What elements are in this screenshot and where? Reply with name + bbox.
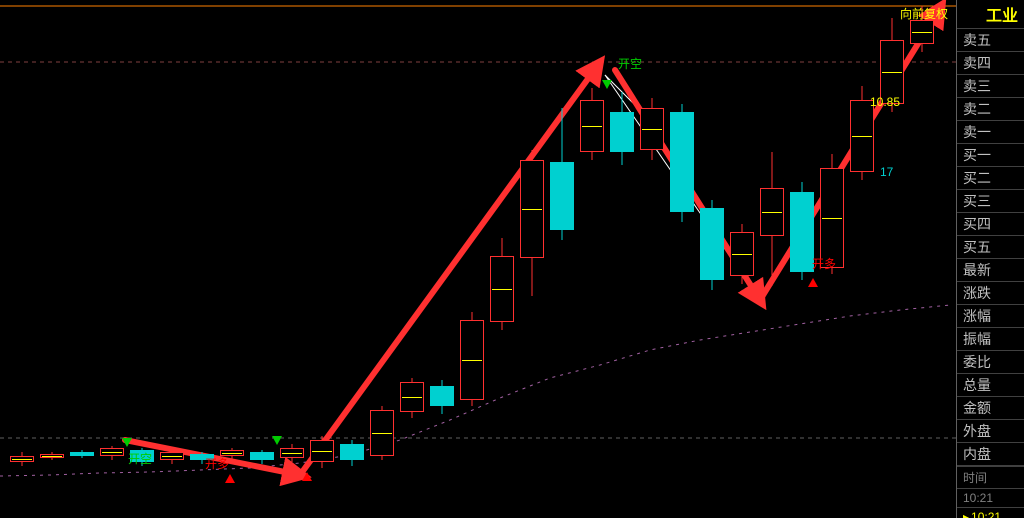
candle[interactable] xyxy=(700,0,724,518)
long-signal-icon xyxy=(808,278,818,287)
candle[interactable] xyxy=(850,0,874,518)
orderbook-row[interactable]: 振幅 xyxy=(957,328,1024,351)
long-signal-icon xyxy=(225,474,235,483)
orderbook-row[interactable]: 卖一 xyxy=(957,121,1024,144)
candle[interactable] xyxy=(670,0,694,518)
orderbook-row[interactable]: 内盘 xyxy=(957,443,1024,466)
time-value-1: 10:21 xyxy=(957,488,1024,507)
candle[interactable] xyxy=(400,0,424,518)
candle[interactable] xyxy=(310,0,334,518)
signal-label: 开多 xyxy=(812,255,836,272)
count-label: 17 xyxy=(880,165,893,179)
short-signal-icon xyxy=(602,80,612,89)
orderbook-row[interactable]: 涨跌 xyxy=(957,282,1024,305)
long-signal-icon xyxy=(302,472,312,481)
candle[interactable] xyxy=(730,0,754,518)
orderbook-row[interactable]: 卖四 xyxy=(957,52,1024,75)
candle[interactable] xyxy=(160,0,184,518)
signal-label: 开空 xyxy=(618,55,642,72)
candle[interactable] xyxy=(460,0,484,518)
candle[interactable] xyxy=(70,0,94,518)
candle[interactable] xyxy=(130,0,154,518)
candle[interactable] xyxy=(250,0,274,518)
time-value-2: 10:21 xyxy=(957,507,1024,518)
signal-label: 开多 xyxy=(205,455,229,472)
candle[interactable] xyxy=(340,0,364,518)
candle[interactable] xyxy=(880,0,904,518)
candle[interactable] xyxy=(610,0,634,518)
candle[interactable] xyxy=(490,0,514,518)
orderbook-row[interactable]: 买一 xyxy=(957,144,1024,167)
price-label: 10.85 xyxy=(870,95,900,109)
candle[interactable] xyxy=(580,0,604,518)
orderbook-row[interactable]: 买四 xyxy=(957,213,1024,236)
orderbook-row[interactable]: 委比 xyxy=(957,351,1024,374)
candle[interactable] xyxy=(40,0,64,518)
signal-label: 开空 xyxy=(128,450,152,467)
candle[interactable] xyxy=(280,0,304,518)
orderbook-row[interactable]: 买三 xyxy=(957,190,1024,213)
time-label: 时间 xyxy=(957,466,1024,488)
orderbook-row[interactable]: 金额 xyxy=(957,397,1024,420)
orderbook-row[interactable]: 卖三 xyxy=(957,75,1024,98)
orderbook-row[interactable]: 涨幅 xyxy=(957,305,1024,328)
candle[interactable] xyxy=(100,0,124,518)
orderbook-row[interactable]: 总量 xyxy=(957,374,1024,397)
short-signal-icon xyxy=(122,438,132,447)
orderbook-row[interactable]: 买二 xyxy=(957,167,1024,190)
orderbook-row[interactable]: 卖二 xyxy=(957,98,1024,121)
candle[interactable] xyxy=(220,0,244,518)
short-signal-icon xyxy=(272,436,282,445)
order-book-sidebar: 工业 卖五卖四卖三卖二卖一买一买二买三买四买五最新涨跌涨幅振幅委比总量金额外盘内… xyxy=(956,0,1024,518)
candlestick-chart[interactable]: 10.8517向前复权开空开多开空开多 xyxy=(0,0,956,518)
adjust-mode-label: 向前复权 xyxy=(900,5,948,22)
orderbook-row[interactable]: 外盘 xyxy=(957,420,1024,443)
candle[interactable] xyxy=(430,0,454,518)
candle[interactable] xyxy=(370,0,394,518)
candle[interactable] xyxy=(760,0,784,518)
candle[interactable] xyxy=(550,0,574,518)
candle[interactable] xyxy=(640,0,664,518)
candle[interactable] xyxy=(910,0,934,518)
orderbook-row[interactable]: 卖五 xyxy=(957,29,1024,52)
candle[interactable] xyxy=(10,0,34,518)
candle[interactable] xyxy=(520,0,544,518)
orderbook-row[interactable]: 最新 xyxy=(957,259,1024,282)
candle[interactable] xyxy=(790,0,814,518)
stock-name-header: 工业 xyxy=(957,0,1024,29)
orderbook-row[interactable]: 买五 xyxy=(957,236,1024,259)
candle[interactable] xyxy=(190,0,214,518)
